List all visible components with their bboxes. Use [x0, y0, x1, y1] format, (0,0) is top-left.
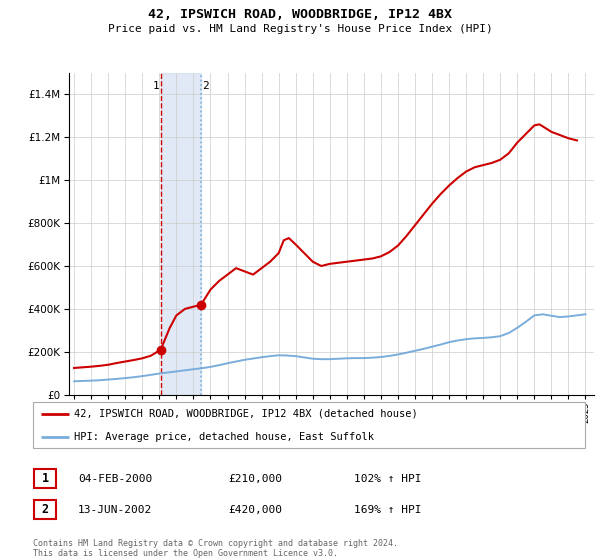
FancyBboxPatch shape [34, 500, 56, 519]
Text: 1: 1 [152, 81, 160, 91]
Text: Price paid vs. HM Land Registry's House Price Index (HPI): Price paid vs. HM Land Registry's House … [107, 24, 493, 34]
FancyBboxPatch shape [34, 469, 56, 488]
FancyBboxPatch shape [33, 402, 585, 448]
Text: £420,000: £420,000 [228, 505, 282, 515]
Text: 1: 1 [41, 472, 49, 486]
Text: 169% ↑ HPI: 169% ↑ HPI [354, 505, 421, 515]
Text: 2: 2 [202, 81, 209, 91]
Text: HPI: Average price, detached house, East Suffolk: HPI: Average price, detached house, East… [74, 432, 374, 441]
Text: 42, IPSWICH ROAD, WOODBRIDGE, IP12 4BX: 42, IPSWICH ROAD, WOODBRIDGE, IP12 4BX [148, 8, 452, 21]
Bar [161, 73, 201, 395]
Text: Contains HM Land Registry data © Crown copyright and database right 2024.
This d: Contains HM Land Registry data © Crown c… [33, 539, 398, 558]
Text: 04-FEB-2000: 04-FEB-2000 [78, 474, 152, 484]
Text: 102% ↑ HPI: 102% ↑ HPI [354, 474, 421, 484]
Text: £210,000: £210,000 [228, 474, 282, 484]
Text: 42, IPSWICH ROAD, WOODBRIDGE, IP12 4BX (detached house): 42, IPSWICH ROAD, WOODBRIDGE, IP12 4BX (… [74, 409, 418, 418]
Text: 2: 2 [41, 503, 49, 516]
Text: 13-JUN-2002: 13-JUN-2002 [78, 505, 152, 515]
